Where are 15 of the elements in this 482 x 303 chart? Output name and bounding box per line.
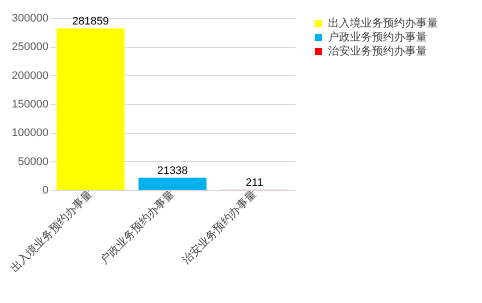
legend-label: 治安业务预约办事量 bbox=[328, 44, 427, 58]
data-label: 211 bbox=[246, 176, 264, 189]
data-label: 281859 bbox=[72, 15, 109, 28]
y-tick-label: 300000 bbox=[12, 12, 48, 24]
y-tick-label: 100000 bbox=[12, 127, 48, 140]
y-tick-label: 50000 bbox=[18, 156, 48, 168]
y-tick-label: 0 bbox=[42, 184, 48, 196]
y-tick-label: 200000 bbox=[12, 70, 48, 82]
y-tick-label: 150000 bbox=[12, 98, 48, 110]
legend-label: 出入境业务预约办事量 bbox=[328, 16, 438, 30]
data-label: 21338 bbox=[157, 164, 188, 177]
x-tick-label: 治安业务预约办事量 bbox=[179, 188, 259, 267]
y-tick-label: 250000 bbox=[12, 41, 48, 54]
x-tick-label: 户政业务预约办事量 bbox=[98, 188, 177, 267]
legend-label: 户政业务预约办事量 bbox=[328, 30, 427, 44]
